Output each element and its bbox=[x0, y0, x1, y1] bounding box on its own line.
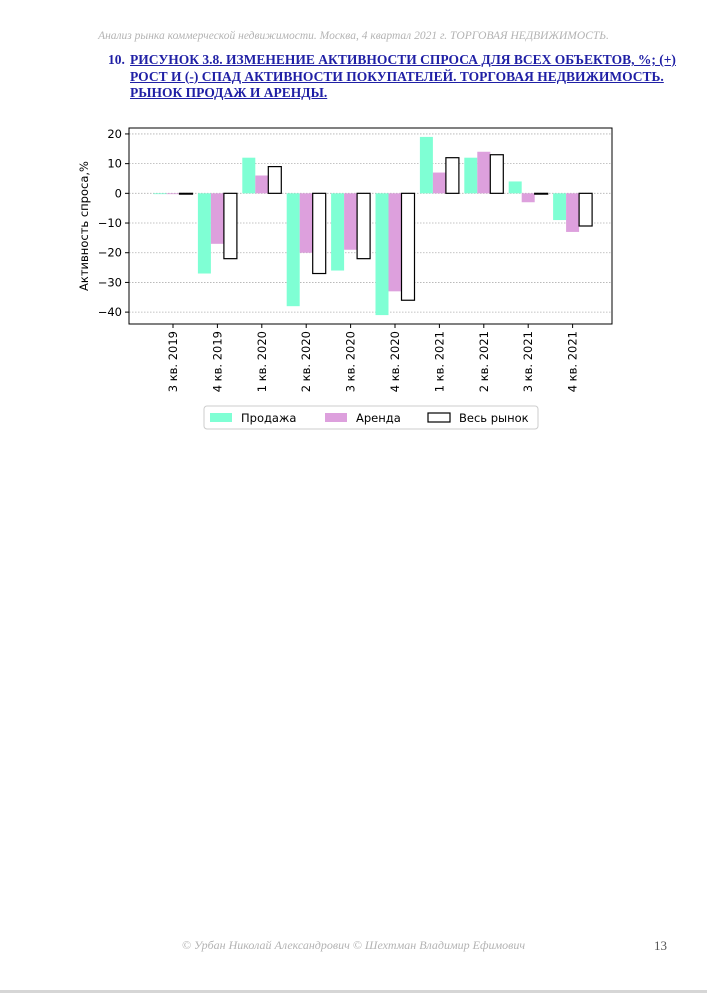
y-tick-label: −20 bbox=[98, 246, 122, 260]
y-tick-label: −30 bbox=[98, 275, 122, 289]
x-tick-label: 2 кв. 2020 bbox=[299, 331, 313, 392]
legend: Продажа Аренда Весь рынок bbox=[203, 405, 539, 430]
x-tick-label: 3 кв. 2019 bbox=[166, 331, 180, 392]
plot-frame bbox=[128, 127, 613, 325]
bar-Продажа bbox=[508, 181, 522, 194]
bar-Продажа bbox=[375, 193, 389, 316]
bar-Весь рынок bbox=[312, 192, 327, 275]
figure-number: 10. bbox=[108, 52, 125, 67]
demand-activity-chart: 20 10 0 −10 −20 −30 −40 3 кв. 2019 4 кв. 2019 1 … bbox=[77, 127, 613, 430]
y-tick-label: 10 bbox=[107, 157, 122, 171]
y-tick-label: −10 bbox=[98, 216, 122, 230]
bars bbox=[153, 136, 593, 316]
bar-Аренда bbox=[344, 193, 358, 250]
bar-Весь рынок bbox=[267, 166, 282, 194]
figure-heading: 10. РИСУНОК 3.8. ИЗМЕНЕНИЕ АКТИВНОСТИ СП… bbox=[108, 52, 678, 102]
legend-label: Аренда bbox=[356, 411, 401, 425]
y-tick-label: 0 bbox=[115, 186, 122, 200]
bar-Продажа bbox=[153, 193, 167, 195]
legend-label: Продажа bbox=[241, 411, 296, 425]
legend-swatch bbox=[210, 413, 232, 422]
bar-Весь рынок bbox=[578, 192, 593, 227]
bar-Аренда bbox=[477, 151, 491, 194]
bar-Аренда bbox=[210, 193, 224, 244]
bar-Весь рынок bbox=[223, 192, 238, 260]
bar-Продажа bbox=[419, 136, 433, 194]
x-tick-label: 3 кв. 2021 bbox=[521, 331, 535, 392]
bar-Весь рынок bbox=[489, 154, 504, 194]
y-axis-ticks: 20 10 0 −10 −20 −30 −40 bbox=[98, 127, 129, 319]
bar-Весь рынок bbox=[534, 192, 549, 195]
bar-Весь рынок bbox=[356, 192, 371, 260]
figure-title[interactable]: РИСУНОК 3.8. ИЗМЕНЕНИЕ АКТИВНОСТИ СПРОСА… bbox=[130, 52, 676, 100]
bar-Аренда bbox=[166, 193, 180, 195]
bar-Весь рынок bbox=[400, 192, 416, 301]
legend-swatch bbox=[325, 413, 347, 422]
bar-Продажа bbox=[286, 193, 300, 307]
bar-Продажа bbox=[331, 193, 345, 271]
x-tick-label: 4 кв. 2019 bbox=[210, 331, 224, 392]
x-tick-label: 1 кв. 2020 bbox=[255, 331, 269, 392]
bar-Аренда bbox=[299, 193, 313, 253]
x-tick-label: 4 кв. 2021 bbox=[566, 331, 580, 392]
page-header: Анализ рынка коммерческой недвижимости. … bbox=[98, 30, 609, 42]
y-tick-label: −40 bbox=[98, 305, 122, 319]
bar-Весь рынок bbox=[445, 157, 460, 194]
bar-Аренда bbox=[388, 193, 402, 292]
x-tick-label: 4 кв. 2020 bbox=[388, 331, 402, 392]
bar-Продажа bbox=[553, 193, 567, 221]
page-footer: © Урбан Николай Александрович © Шехтман … bbox=[181, 938, 526, 952]
bar-Аренда bbox=[432, 172, 446, 194]
legend-label: Весь рынок bbox=[459, 411, 529, 425]
page-number: 13 bbox=[654, 938, 667, 953]
x-tick-label: 2 кв. 2021 bbox=[477, 331, 491, 392]
bottom-rule bbox=[0, 990, 707, 993]
y-axis-label: Активность спроса,% bbox=[77, 161, 91, 291]
bar-Продажа bbox=[464, 157, 478, 194]
bar-Продажа bbox=[197, 193, 211, 274]
x-axis-ticks: 3 кв. 2019 4 кв. 2019 1 кв. 2020 2 кв. 2020… bbox=[166, 324, 580, 392]
x-tick-label: 3 кв. 2020 bbox=[344, 331, 358, 392]
x-tick-label: 1 кв. 2021 bbox=[432, 331, 446, 392]
bar-Продажа bbox=[242, 157, 256, 194]
legend-swatch bbox=[427, 412, 451, 423]
y-tick-label: 20 bbox=[107, 127, 122, 141]
bar-Аренда bbox=[521, 193, 535, 203]
bar-Весь рынок bbox=[178, 192, 194, 195]
legend-box bbox=[203, 405, 539, 430]
bar-Аренда bbox=[255, 175, 269, 194]
bar-Аренда bbox=[566, 193, 580, 232]
